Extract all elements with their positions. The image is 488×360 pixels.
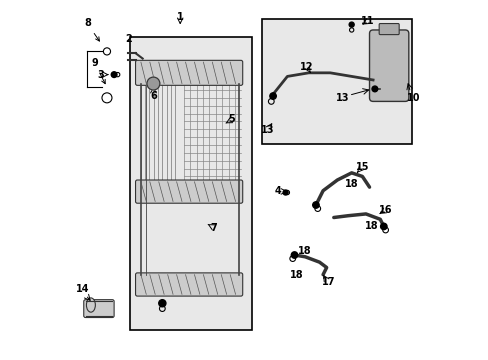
- Circle shape: [159, 300, 165, 307]
- Text: 9: 9: [91, 58, 105, 84]
- Circle shape: [111, 72, 117, 77]
- FancyBboxPatch shape: [83, 300, 114, 318]
- Text: 18: 18: [344, 179, 358, 189]
- Text: 17: 17: [321, 277, 334, 287]
- Text: 8: 8: [84, 18, 99, 41]
- Text: 18: 18: [289, 270, 303, 280]
- Circle shape: [380, 223, 386, 230]
- FancyBboxPatch shape: [135, 60, 242, 85]
- Circle shape: [283, 190, 287, 195]
- Circle shape: [348, 22, 353, 27]
- FancyBboxPatch shape: [369, 30, 408, 102]
- Text: 1: 1: [177, 13, 183, 22]
- Text: 11: 11: [360, 16, 374, 26]
- Ellipse shape: [86, 298, 95, 312]
- Text: 18: 18: [298, 247, 311, 256]
- Circle shape: [269, 93, 276, 99]
- Text: 3: 3: [97, 69, 104, 80]
- Text: 6: 6: [150, 91, 157, 101]
- Bar: [130, 37, 251, 330]
- Circle shape: [312, 202, 319, 208]
- Text: 14: 14: [76, 284, 90, 294]
- Text: 16: 16: [378, 205, 391, 215]
- Text: 10: 10: [407, 93, 420, 103]
- Circle shape: [147, 77, 160, 90]
- Circle shape: [371, 86, 377, 92]
- FancyBboxPatch shape: [378, 23, 398, 35]
- Text: 5: 5: [228, 113, 235, 123]
- Circle shape: [291, 252, 297, 258]
- Text: 13: 13: [335, 93, 349, 103]
- Text: 12: 12: [300, 63, 313, 72]
- FancyBboxPatch shape: [135, 180, 242, 203]
- Bar: [262, 19, 411, 144]
- Text: 13: 13: [261, 125, 274, 135]
- Text: 15: 15: [355, 162, 368, 172]
- FancyBboxPatch shape: [135, 273, 242, 296]
- Text: 7: 7: [210, 223, 217, 233]
- Text: 2: 2: [125, 34, 131, 44]
- Text: 4: 4: [274, 186, 281, 197]
- Text: 18: 18: [364, 221, 377, 231]
